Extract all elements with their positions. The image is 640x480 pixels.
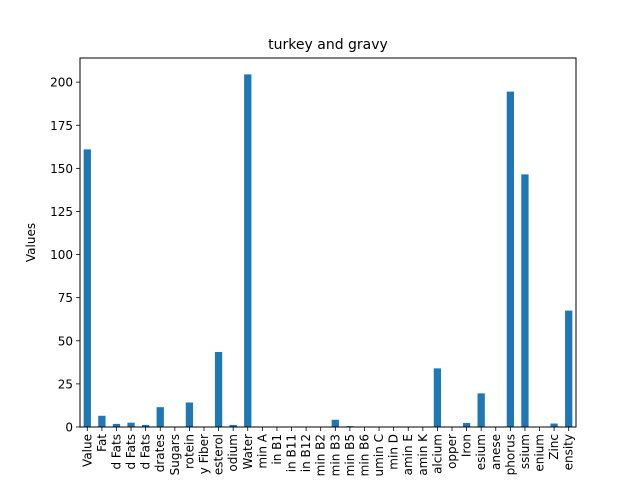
- y-tick-label-6: 150: [50, 162, 73, 176]
- chart-title: turkey and gravy: [268, 37, 388, 53]
- x-tick-label-19: min B6: [357, 434, 371, 476]
- x-tick-label-16: min B2: [314, 434, 328, 476]
- y-tick-label-2: 50: [58, 334, 73, 348]
- x-tick-label-23: amin K: [416, 433, 430, 476]
- x-tick-label-25: opper: [445, 434, 459, 469]
- bar-9: [214, 351, 223, 427]
- x-tick-label-3: d Fats: [124, 434, 138, 470]
- x-tick-label-14: in B11: [285, 434, 299, 472]
- x-tick-label-5: drates: [153, 434, 167, 472]
- bar-33: [565, 310, 573, 427]
- y-axis: 0 25 50 75 100 125 150 175 200: [50, 76, 80, 435]
- bar-4: [142, 424, 150, 427]
- y-tick-label-1: 25: [58, 377, 73, 391]
- x-tick-label-27: esium: [474, 434, 488, 470]
- x-tick-label-24: alcium: [430, 434, 444, 474]
- bar-11: [244, 74, 252, 427]
- y-tick-label-4: 100: [50, 248, 73, 262]
- x-tick-label-21: min D: [387, 434, 401, 470]
- y-tick-label-0: 0: [65, 421, 73, 435]
- bar-24: [433, 368, 442, 427]
- x-tick-label-31: enium: [533, 434, 547, 472]
- x-tick-label-1: Fat: [95, 434, 109, 452]
- bar-5: [156, 407, 164, 427]
- x-tick-label-4: d Fats: [139, 434, 153, 470]
- bar-26: [462, 423, 471, 427]
- x-tick-label-26: Iron: [460, 434, 474, 457]
- bar-30: [521, 174, 529, 427]
- bar-27: [477, 393, 485, 427]
- y-tick-label-5: 125: [50, 205, 73, 219]
- x-tick-label-22: amin E: [401, 434, 415, 475]
- x-tick-label-13: in B1: [270, 434, 284, 465]
- x-tick-label-11: Water: [241, 434, 255, 470]
- bar-2: [112, 423, 121, 427]
- x-tick-label-6: Sugars: [168, 434, 182, 475]
- y-tick-label-3: 75: [58, 291, 73, 305]
- y-tick-label-8: 200: [50, 76, 73, 90]
- x-tick-label-30: ssium: [518, 434, 532, 469]
- x-tick-label-32: Zinc: [547, 434, 561, 460]
- x-tick-label-29: phorus: [503, 434, 517, 475]
- x-tick-label-8: y Fiber: [197, 434, 211, 474]
- bar-32: [550, 423, 558, 427]
- x-tick-label-18: min B5: [343, 434, 357, 476]
- x-tick-label-15: in B12: [299, 434, 313, 472]
- bar-10: [229, 424, 237, 427]
- bar-7: [185, 402, 194, 427]
- bar-0: [83, 149, 91, 427]
- plot-frame: [79, 57, 577, 428]
- x-tick-label-28: anese: [489, 434, 503, 470]
- x-tick-label-17: min B3: [328, 434, 342, 476]
- bar-17: [331, 419, 339, 427]
- bar-1: [98, 415, 106, 427]
- x-tick-label-12: min A: [255, 433, 269, 468]
- x-tick-label-2: d Fats: [109, 434, 123, 470]
- x-tick-label-9: esterol: [212, 434, 226, 475]
- bar-29: [506, 91, 514, 428]
- x-tick-label-33: ensity: [562, 434, 576, 470]
- x-axis: Value Fat d Fats d Fats d Fats drates Sugars ro…: [80, 427, 576, 476]
- bar-3: [127, 422, 135, 427]
- y-axis-label: Values: [24, 223, 38, 262]
- x-tick-label-0: Value: [80, 434, 94, 467]
- y-tick-label-7: 175: [50, 119, 73, 133]
- x-tick-label-10: odium: [226, 434, 240, 472]
- x-tick-label-20: umin C: [372, 434, 386, 476]
- bars-group: [83, 74, 573, 428]
- x-tick-label-7: rotein: [182, 434, 196, 469]
